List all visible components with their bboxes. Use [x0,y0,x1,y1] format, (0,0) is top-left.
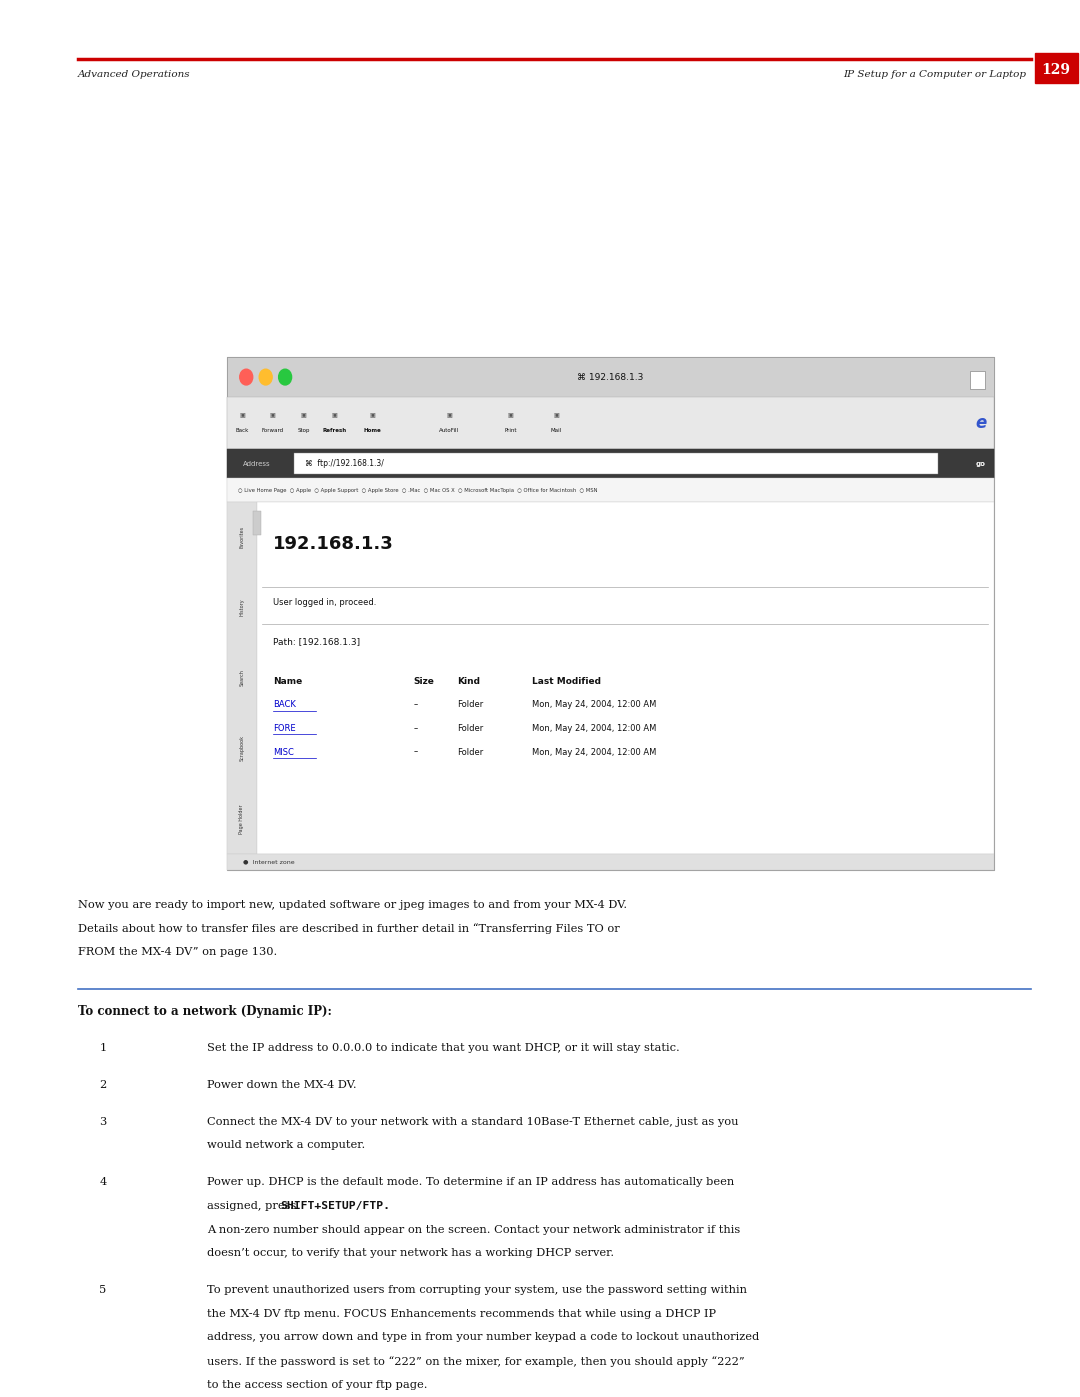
Text: ▣: ▣ [270,412,275,418]
Text: address, you arrow down and type in from your number keypad a code to lockout un: address, you arrow down and type in from… [207,1333,759,1343]
Circle shape [240,369,253,386]
Text: Folder: Folder [457,724,483,733]
Text: Back: Back [235,429,248,433]
Text: –: – [414,724,418,733]
Text: ▣: ▣ [508,412,513,418]
Text: go: go [975,461,986,467]
Text: ⌘  ftp://192.168.1.3/: ⌘ ftp://192.168.1.3/ [305,460,383,468]
Text: Print: Print [504,429,516,433]
Text: Last Modified: Last Modified [532,676,602,686]
Bar [227,854,994,870]
Text: User logged in, proceed.: User logged in, proceed. [273,598,377,606]
Text: A non-zero number should appear on the screen. Contact your network administrato: A non-zero number should appear on the s… [207,1225,741,1235]
Text: Mail: Mail [551,429,562,433]
Bar [1035,53,1078,82]
Text: To connect to a network (Dynamic IP):: To connect to a network (Dynamic IP): [78,1004,332,1018]
Text: 5: 5 [99,1285,107,1295]
Text: doesn’t occur, to verify that your network has a working DHCP server.: doesn’t occur, to verify that your netwo… [207,1248,615,1259]
Text: ▣: ▣ [332,412,337,418]
Bar [227,397,994,450]
Text: Refresh: Refresh [322,429,347,433]
Text: Favorites: Favorites [240,527,244,548]
Text: ▣: ▣ [446,412,453,418]
Text: Page Holder: Page Holder [240,805,244,834]
Text: Mon, May 24, 2004, 12:00 AM: Mon, May 24, 2004, 12:00 AM [532,700,657,710]
Text: Scrapbook: Scrapbook [240,735,244,761]
Text: Stop: Stop [297,429,310,433]
Circle shape [279,369,292,386]
Text: BACK: BACK [273,700,296,710]
Bar [294,453,937,475]
Text: 2: 2 [99,1080,107,1090]
Text: Path: [192.168.1.3]: Path: [192.168.1.3] [273,637,361,647]
Text: 4: 4 [99,1178,107,1187]
Text: –: – [414,747,418,757]
Text: 3: 3 [99,1116,107,1127]
Text: users. If the password is set to “222” on the mixer, for example, then you shoul: users. If the password is set to “222” o… [207,1356,745,1366]
Text: Connect the MX-4 DV to your network with a standard 10Base-T Ethernet cable, jus: Connect the MX-4 DV to your network with… [207,1116,739,1127]
Text: Now you are ready to import new, updated software or jpeg images to and from you: Now you are ready to import new, updated… [78,900,626,909]
Text: ▣: ▣ [239,412,245,418]
Text: Folder: Folder [457,747,483,757]
Bar [227,478,994,502]
Text: Address: Address [243,461,271,467]
Text: Search: Search [240,669,244,686]
Text: 1: 1 [99,1044,107,1053]
Text: Details about how to transfer files are described in further detail in “Transfer: Details about how to transfer files are … [78,923,620,935]
Text: ⌘ 192.168.1.3: ⌘ 192.168.1.3 [577,373,644,381]
Text: IP Setup for a Computer or Laptop: IP Setup for a Computer or Laptop [843,70,1026,78]
Text: –: – [414,700,418,710]
Bar [227,358,994,870]
Text: FROM the MX-4 DV” on page 130.: FROM the MX-4 DV” on page 130. [78,947,276,957]
Text: Mon, May 24, 2004, 12:00 AM: Mon, May 24, 2004, 12:00 AM [532,724,657,733]
Circle shape [259,369,272,386]
Text: ▣: ▣ [369,412,376,418]
Text: ▣: ▣ [300,412,307,418]
Text: Advanced Operations: Advanced Operations [78,70,190,78]
Text: e: e [975,414,986,432]
Text: Folder: Folder [457,700,483,710]
Text: to the access section of your ftp page.: to the access section of your ftp page. [207,1380,428,1390]
Text: History: History [240,599,244,616]
Text: FORE: FORE [273,724,296,733]
Text: To prevent unauthorized users from corrupting your system, use the password sett: To prevent unauthorized users from corru… [207,1285,747,1295]
Text: Kind: Kind [457,676,480,686]
Text: would network a computer.: would network a computer. [207,1140,366,1150]
Text: ●  Internet zone: ● Internet zone [243,859,295,865]
Text: Mon, May 24, 2004, 12:00 AM: Mon, May 24, 2004, 12:00 AM [532,747,657,757]
Text: Name: Name [273,676,302,686]
Text: AutoFill: AutoFill [440,429,459,433]
Text: 129: 129 [1042,63,1070,77]
Text: ▣: ▣ [554,412,559,418]
Bar [253,511,261,535]
Text: MISC: MISC [273,747,294,757]
Bar [227,502,257,854]
Text: Forward: Forward [261,429,284,433]
Bar [970,370,985,388]
Bar [227,450,994,478]
Bar [227,358,994,397]
Text: Set the IP address to 0.0.0.0 to indicate that you want DHCP, or it will stay st: Set the IP address to 0.0.0.0 to indicat… [207,1044,680,1053]
Text: Home: Home [364,429,381,433]
Text: assigned, press: assigned, press [207,1201,300,1211]
Text: Power down the MX-4 DV.: Power down the MX-4 DV. [207,1080,357,1090]
Text: Power up. DHCP is the default mode. To determine if an IP address has automatica: Power up. DHCP is the default mode. To d… [207,1178,734,1187]
Bar [257,502,994,854]
Text: Size: Size [414,676,434,686]
Text: 192.168.1.3: 192.168.1.3 [273,535,394,553]
Text: ○ Live Home Page  ○ Apple  ○ Apple Support  ○ Apple Store  ○ .Mac  ○ Mac OS X  ○: ○ Live Home Page ○ Apple ○ Apple Support… [238,488,597,493]
Text: SHIFT+SETUP/FTP.: SHIFT+SETUP/FTP. [280,1201,390,1211]
Text: the MX-4 DV ftp menu. FOCUS Enhancements recommends that while using a DHCP IP: the MX-4 DV ftp menu. FOCUS Enhancements… [207,1309,716,1319]
